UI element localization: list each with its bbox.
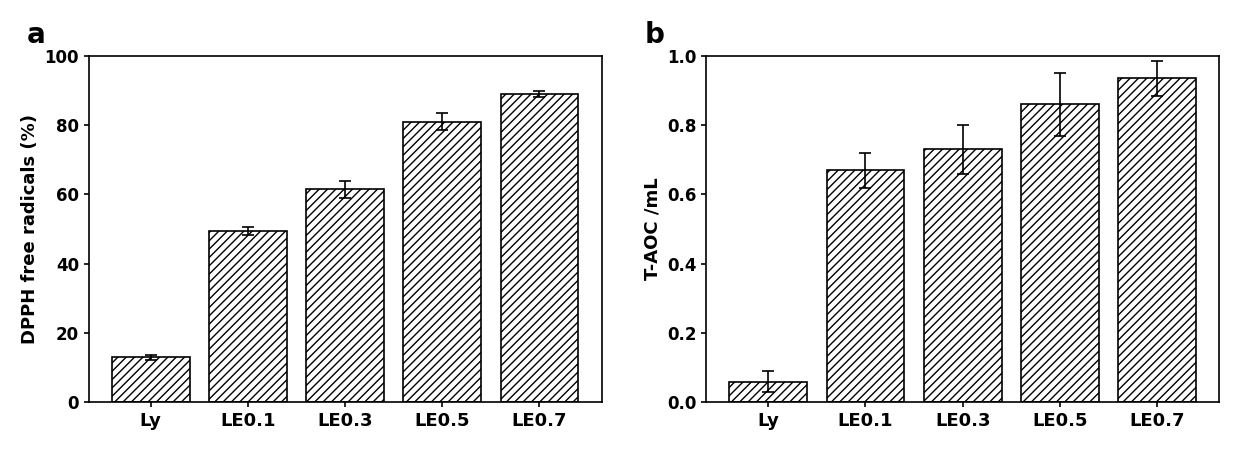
Bar xyxy=(403,122,481,402)
Bar xyxy=(210,231,286,402)
Y-axis label: DPPH free radicals (%): DPPH free radicals (%) xyxy=(21,114,38,344)
Bar xyxy=(924,149,1002,402)
Bar xyxy=(729,382,807,402)
Bar xyxy=(1118,78,1195,402)
Bar xyxy=(501,94,578,402)
Bar xyxy=(306,189,384,402)
Bar xyxy=(827,170,904,402)
Bar xyxy=(1021,104,1099,402)
Bar xyxy=(112,357,190,402)
Text: b: b xyxy=(645,21,665,49)
Y-axis label: T-AOC /mL: T-AOC /mL xyxy=(644,178,661,281)
Text: a: a xyxy=(27,21,46,49)
